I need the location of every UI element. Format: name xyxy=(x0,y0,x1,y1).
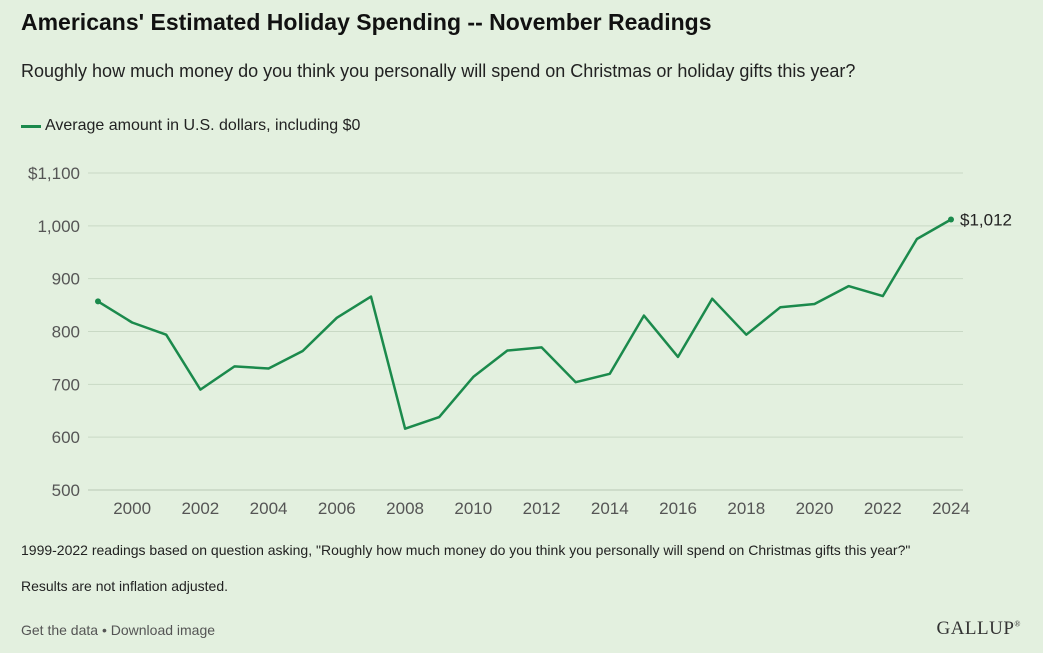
y-tick-label: 500 xyxy=(52,481,80,500)
x-tick-label: 2006 xyxy=(318,499,356,518)
x-tick-label: 2008 xyxy=(386,499,424,518)
x-tick-label: 2024 xyxy=(932,499,970,518)
series-layer xyxy=(95,216,954,430)
x-axis-ticks: 2000 2002 2004 2006 2008 2010 2012 2014 2016 2018… xyxy=(113,499,970,518)
y-tick-label: $1,100 xyxy=(28,164,80,183)
gallup-logo-text: GALLUP xyxy=(936,618,1015,639)
legend: Average amount in U.S. dollars, includin… xyxy=(21,117,360,135)
data-point xyxy=(95,298,101,305)
x-tick-label: 2014 xyxy=(591,499,629,518)
data-point xyxy=(948,216,954,223)
y-tick-label: 600 xyxy=(52,428,80,447)
x-tick-label: 2022 xyxy=(864,499,902,518)
gallup-logo: GALLUP® xyxy=(936,618,1021,640)
x-tick-label: 2002 xyxy=(181,499,219,518)
y-tick-label: 700 xyxy=(52,375,80,394)
footer-separator: • xyxy=(98,622,111,638)
x-tick-label: 2018 xyxy=(727,499,765,518)
x-tick-label: 2004 xyxy=(250,499,288,518)
grid-layer xyxy=(88,172,963,491)
x-tick-label: 2000 xyxy=(113,499,151,518)
chart-subtitle: Roughly how much money do you think you … xyxy=(21,61,856,81)
gallup-logo-mark: ® xyxy=(1014,619,1021,629)
data-label: $1,012 xyxy=(960,210,1012,229)
footer-links: Get the data • Download image xyxy=(21,622,215,638)
y-axis-ticks: 500 600 700 800 900 1,000 $1,100 xyxy=(28,164,80,500)
legend-label: Average amount in U.S. dollars, includin… xyxy=(45,117,361,134)
question-note: 1999-2022 readings based on question ask… xyxy=(21,542,911,558)
series-line xyxy=(96,218,953,430)
y-tick-label: 900 xyxy=(52,270,80,289)
x-tick-label: 2016 xyxy=(659,499,697,518)
x-tick-label: 2012 xyxy=(523,499,561,518)
chart-title: Americans' Estimated Holiday Spending --… xyxy=(21,9,712,35)
legend-swatch xyxy=(21,124,41,128)
y-tick-label: 800 xyxy=(52,323,80,342)
download-image-link[interactable]: Download image xyxy=(110,622,216,638)
x-tick-label: 2020 xyxy=(796,499,834,518)
y-tick-label: 1,000 xyxy=(37,217,80,236)
inflation-note: Results are not inflation adjusted. xyxy=(21,578,229,594)
annotation-layer: $1,012 xyxy=(960,210,1012,229)
x-tick-label: 2010 xyxy=(454,499,492,518)
get-data-link[interactable]: Get the data xyxy=(21,622,99,638)
